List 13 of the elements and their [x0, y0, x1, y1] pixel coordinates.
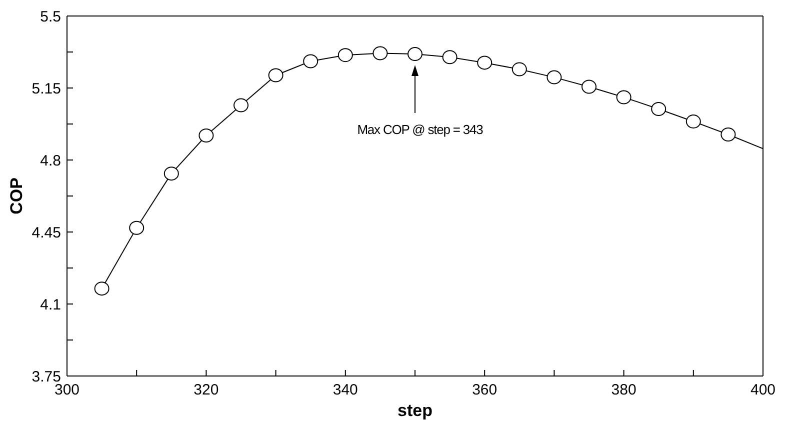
y-tick-label: 5.15: [32, 80, 61, 98]
y-tick-label: 4.45: [32, 224, 61, 242]
y-tick-label: 5.5: [40, 8, 61, 26]
x-tick-label: 400: [750, 382, 776, 399]
x-tick-label: 340: [332, 382, 358, 399]
y-tick-label: 4.8: [40, 152, 61, 170]
annotation: Max COP @ step = 343: [357, 122, 484, 137]
y-tick-label: 4.1: [40, 296, 61, 314]
x-tick-label: 320: [194, 382, 219, 399]
y-axis-title: COP: [7, 178, 26, 214]
x-tick-label: 360: [472, 382, 498, 399]
x-tick-label: 380: [611, 382, 636, 399]
x-axis-title: step: [398, 401, 432, 420]
